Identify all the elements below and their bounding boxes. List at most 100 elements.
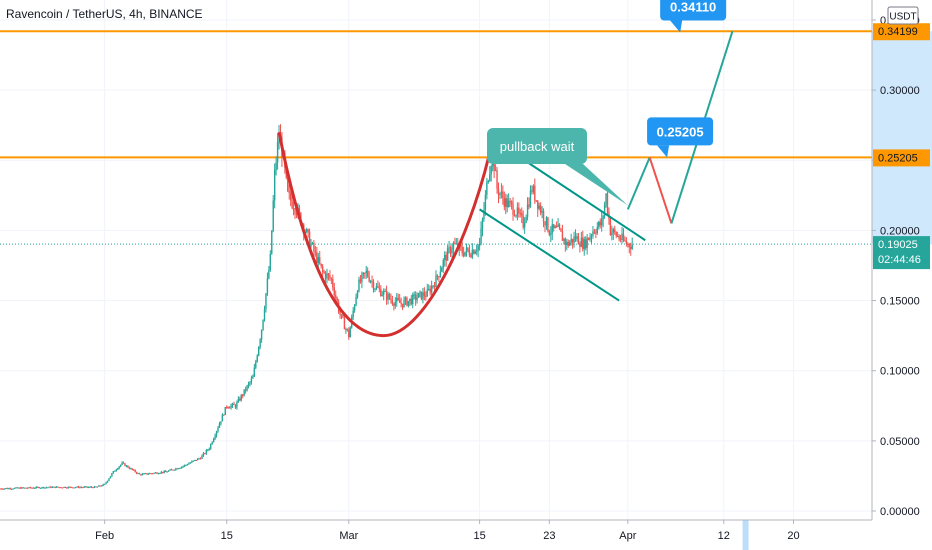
candle-body: [85, 486, 87, 488]
y-tick-label: 0.30000: [880, 85, 920, 97]
currency-button[interactable]: USDT: [887, 6, 919, 25]
candle-body: [182, 466, 184, 468]
x-tick-label: 23: [543, 530, 555, 542]
candle-body: [484, 194, 487, 210]
candle-body: [103, 483, 106, 485]
candle-body: [490, 166, 492, 175]
candle-body: [380, 288, 382, 296]
candle-body: [115, 469, 117, 471]
candle-body: [53, 486, 55, 488]
candle-body: [615, 232, 617, 237]
candle-body: [3, 488, 6, 490]
candle-body: [557, 224, 559, 228]
candle-body: [202, 453, 205, 456]
candle-body: [244, 389, 247, 391]
candle-body: [196, 458, 199, 461]
x-tick-label: 15: [473, 530, 485, 542]
candle-body: [600, 219, 603, 226]
candle-body: [539, 205, 542, 213]
candle-body: [605, 193, 607, 205]
candle-body: [410, 298, 412, 305]
candle-body: [31, 487, 33, 489]
candle-body: [313, 242, 315, 252]
candle-body: [531, 190, 533, 192]
candle-body: [349, 327, 351, 338]
note-bubble[interactable]: [487, 128, 587, 164]
candle-body: [55, 486, 58, 488]
candle-body: [311, 242, 314, 244]
candle-body: [505, 198, 507, 207]
candle-body: [95, 486, 97, 488]
candle-body: [541, 211, 543, 213]
candle-body: [122, 462, 125, 464]
candle-body: [342, 314, 344, 318]
candle-body: [366, 270, 369, 277]
candle-body: [590, 235, 593, 237]
candle-body: [414, 294, 417, 301]
candle-body: [271, 230, 273, 254]
candle-body: [117, 468, 119, 470]
candle-body: [0, 488, 3, 490]
candle-body: [420, 291, 423, 300]
time-axis[interactable]: Feb 15 Mar 15 23 Apr 12 20: [95, 520, 800, 542]
candle-body: [561, 231, 564, 241]
candle-body: [407, 300, 410, 306]
candle-body: [287, 177, 289, 192]
candle-body: [47, 487, 49, 489]
candle-body: [353, 305, 356, 311]
candle-body: [494, 170, 497, 172]
candle-body: [429, 288, 431, 293]
candle-body: [412, 294, 414, 305]
candle-body: [199, 458, 202, 460]
candle-body: [551, 224, 553, 234]
candle-body: [57, 486, 59, 488]
candle-body: [439, 271, 442, 277]
candle-body: [134, 469, 136, 473]
candle-body: [224, 407, 226, 415]
candle-body: [361, 274, 363, 283]
candle-body: [294, 209, 296, 214]
candle-body: [316, 251, 318, 264]
candle-body: [574, 236, 577, 240]
candle-body: [378, 287, 381, 289]
candle-body: [263, 308, 266, 320]
candle-body: [153, 472, 155, 474]
candle-body: [582, 237, 584, 250]
candle-body: [423, 292, 426, 296]
candle-body: [89, 486, 91, 488]
candle-body: [467, 247, 469, 251]
candle-body: [151, 473, 154, 475]
candle-body: [64, 486, 67, 488]
candle-body: [352, 310, 354, 317]
candle-body: [577, 236, 580, 245]
candle-body: [356, 291, 359, 298]
candle-body: [15, 487, 17, 489]
candle-body: [602, 215, 604, 220]
candle-body: [606, 193, 609, 212]
candle-body: [137, 473, 139, 475]
candle-body: [506, 198, 508, 208]
candle-body: [233, 403, 235, 406]
candle-body: [308, 231, 311, 247]
candle-body: [336, 297, 338, 302]
candle-body: [538, 205, 540, 209]
current-price-label: 0.19025: [878, 239, 918, 251]
candle-body: [583, 239, 585, 250]
callout-box[interactable]: [660, 0, 727, 21]
candle-body: [79, 487, 81, 489]
candle-body: [265, 293, 267, 309]
callout-box[interactable]: [647, 117, 714, 146]
candle-body: [398, 299, 401, 303]
candle-body: [191, 461, 193, 463]
candle-body: [396, 297, 398, 302]
candle-body: [435, 275, 437, 287]
candle-body: [510, 201, 513, 204]
candle-body: [180, 466, 183, 468]
candle-body: [573, 236, 575, 243]
candle-body: [406, 297, 408, 306]
candle-body: [518, 207, 520, 214]
candle-body: [598, 221, 600, 227]
candle-body: [369, 281, 372, 283]
